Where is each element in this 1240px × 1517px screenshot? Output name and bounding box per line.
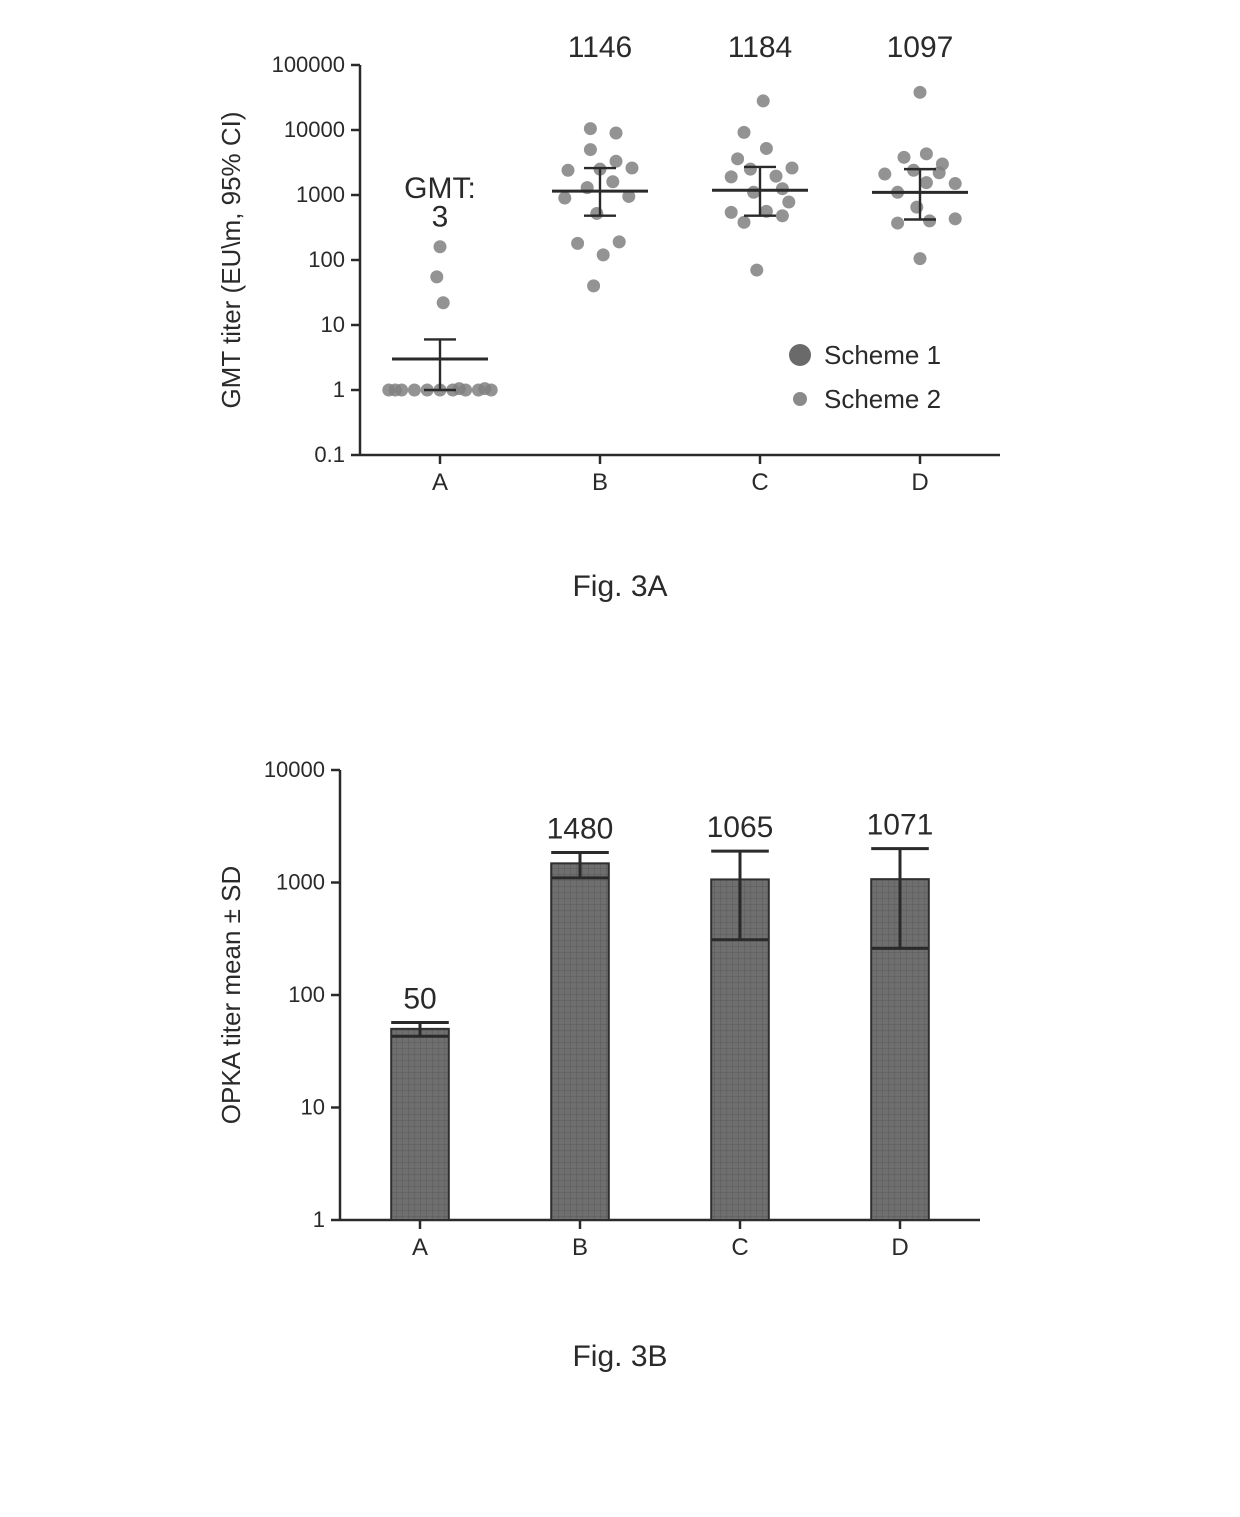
svg-text:B: B	[592, 469, 608, 496]
svg-text:1097: 1097	[887, 31, 954, 64]
svg-text:D: D	[911, 469, 928, 496]
legend-item: Scheme 1	[824, 340, 941, 370]
svg-text:1065: 1065	[707, 811, 774, 844]
svg-text:10000: 10000	[284, 117, 345, 142]
svg-text:1: 1	[333, 377, 345, 402]
fig-3b-caption: Fig. 3B	[572, 1340, 667, 1374]
fig-3a-chart: 0.1 1 10 100 1000 10000 100000 GMT titer (EU\m,…	[0, 0, 1240, 545]
page: 0.1 1 10 100 1000 10000 100000 GMT titer (EU\m,…	[0, 0, 1240, 1517]
fig-3a-caption: Fig. 3A	[572, 570, 667, 604]
svg-text:A: A	[412, 1234, 428, 1261]
svg-text:10000: 10000	[264, 757, 325, 782]
svg-text:B: B	[572, 1234, 588, 1261]
svg-text:3: 3	[432, 200, 449, 233]
svg-text:1000: 1000	[276, 870, 325, 895]
svg-text:1146: 1146	[568, 31, 633, 64]
svg-text:1000: 1000	[296, 182, 345, 207]
svg-text:100000: 100000	[272, 52, 345, 77]
fig-3a-y-label: GMT titer (EU\m, 95% CI)	[216, 111, 246, 408]
svg-text:1071: 1071	[867, 809, 934, 842]
svg-text:100: 100	[308, 247, 345, 272]
svg-text:100: 100	[288, 982, 325, 1007]
svg-text:50: 50	[403, 982, 436, 1015]
svg-text:A: A	[432, 469, 448, 496]
svg-text:D: D	[891, 1234, 908, 1261]
fig-3b-chart: 1 10 100 1000 10000 OPKA titer mean ± SD A B C D 5…	[0, 700, 1240, 1320]
svg-text:10: 10	[301, 1095, 325, 1120]
svg-text:OPKA titer mean ± SD: OPKA titer mean ± SD	[216, 866, 246, 1124]
svg-text:0.1: 0.1	[314, 442, 345, 467]
svg-text:1: 1	[313, 1207, 325, 1232]
svg-text:10: 10	[321, 312, 345, 337]
svg-text:1480: 1480	[547, 812, 614, 845]
svg-text:C: C	[731, 1234, 748, 1261]
svg-text:C: C	[751, 469, 768, 496]
svg-text:1184: 1184	[728, 31, 793, 64]
legend-item: Scheme 2	[824, 384, 941, 414]
